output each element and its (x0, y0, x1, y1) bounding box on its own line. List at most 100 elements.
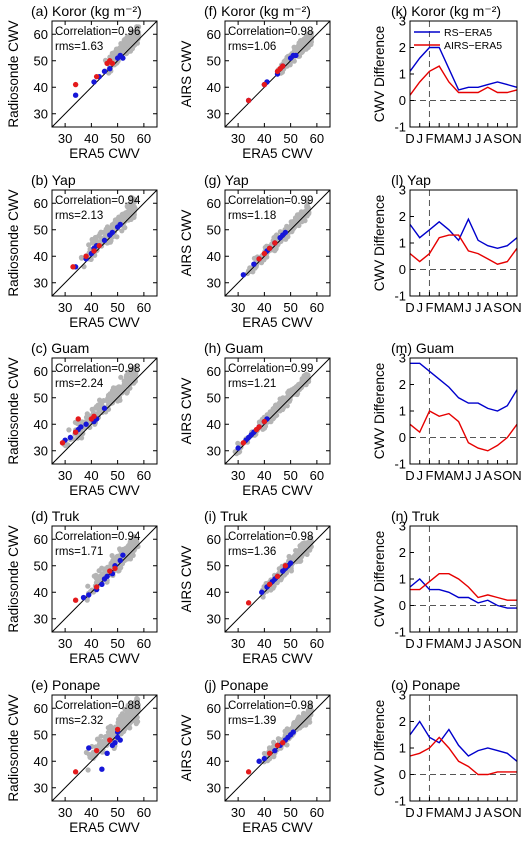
y-tick-label: 40 (207, 417, 221, 432)
plot-frame (224, 357, 331, 465)
red-point (261, 418, 268, 425)
panel-title: (i) Truk (204, 508, 249, 524)
gray-point (276, 400, 282, 406)
x-axis-label: ERA5 CWV (69, 315, 140, 330)
blue-point (290, 729, 296, 735)
x-tick-label: 50 (110, 300, 124, 315)
gray-point (112, 558, 118, 564)
y-tick-label: -1 (394, 625, 406, 640)
series-line (410, 362, 518, 412)
gray-point (305, 204, 311, 210)
gray-point (128, 537, 134, 543)
panel-a: 30 40 50 60 30 40 50 60 (a) Koror (kg m⁻²) Correl… (6, 3, 158, 161)
gray-point (297, 45, 303, 51)
y-tick-label: 30 (34, 443, 48, 458)
gray-point (106, 401, 112, 407)
blue-point (120, 552, 126, 558)
y-tick-label: 0 (399, 598, 406, 613)
panel-g: 30 40 50 60 30 40 50 60 (g) Yap Correlation=0.99 r… (179, 172, 331, 330)
gray-points (61, 364, 139, 449)
blue-point (104, 573, 110, 580)
gray-point (127, 715, 133, 721)
panel-title: (c) Guam (31, 340, 89, 356)
gray-point (133, 715, 139, 721)
y-tick-label: 30 (34, 275, 48, 290)
gray-point (122, 706, 128, 713)
red-point (245, 600, 252, 606)
red-point (93, 584, 100, 590)
y-tick-label: 2 (399, 545, 406, 560)
y-tick-label: 2 (399, 714, 406, 729)
y-axis-label: CWV Difference (372, 363, 387, 460)
one-to-one-line (224, 357, 331, 465)
gray-point (123, 210, 129, 216)
panel-f: 30 40 50 60 30 40 50 60 (f) Koror (kg m⁻²) Correl… (179, 3, 331, 161)
y-tick-label: 50 (207, 390, 221, 405)
y-tick-label: 50 (207, 222, 221, 237)
red-point (266, 581, 273, 587)
x-tick-label: F (425, 131, 433, 146)
x-tick-label: A (483, 468, 492, 483)
x-tick-label: 30 (58, 300, 72, 315)
correlation-label: Correlation=0.98 (228, 700, 313, 712)
x-tick-label: M (453, 300, 464, 315)
gray-point (304, 551, 310, 558)
gray-point (299, 380, 305, 386)
x-tick-label: 40 (257, 636, 271, 651)
y-tick-label: 30 (207, 443, 221, 458)
gray-point (308, 35, 314, 41)
y-axis-label: CWV Difference (372, 26, 387, 123)
gray-point (291, 58, 297, 64)
one-to-one-line (51, 694, 158, 802)
red-point (272, 240, 278, 246)
panel-j: 30 40 50 60 30 40 50 60 (j) Ponape Correlation=0.… (179, 677, 331, 835)
y-tick-label: 1 (399, 741, 406, 756)
gray-point (304, 375, 310, 381)
x-tick-label: 50 (283, 468, 297, 483)
x-tick-label: 40 (84, 805, 98, 820)
blue-point (101, 405, 108, 412)
plot-frame (409, 694, 518, 802)
red-point (109, 60, 116, 67)
x-tick-label: 50 (283, 636, 297, 651)
gray-point (285, 396, 292, 402)
gray-point (235, 440, 241, 446)
y-tick-label: -1 (394, 289, 406, 304)
correlation-label: Correlation=0.94 (55, 195, 141, 207)
x-tick-label: O (502, 805, 512, 820)
series-line (409, 234, 518, 265)
x-tick-label: 60 (137, 636, 151, 651)
x-axis-label: ERA5 CWV (242, 315, 313, 330)
gray-point (86, 242, 92, 248)
x-tick-label: 40 (84, 300, 98, 315)
y-tick-label: 2 (399, 40, 406, 55)
y-axis-label: AIRS CWV (179, 378, 194, 445)
legend-label: RS−ERA5 (444, 27, 492, 39)
x-tick-label: F (425, 636, 433, 651)
panel-title: (g) Yap (204, 172, 249, 188)
x-tick-label: A (445, 805, 454, 820)
y-tick-label: 40 (207, 754, 221, 769)
y-tick-label: 3 (399, 519, 406, 534)
y-tick-label: 1 (399, 67, 406, 82)
y-axis-label: CWV Difference (372, 531, 387, 628)
gray-point (292, 555, 298, 561)
x-tick-label: J (416, 468, 423, 483)
red-point (261, 81, 268, 88)
gray-point (114, 553, 120, 560)
x-tick-label: J (416, 805, 423, 820)
gray-point (308, 30, 314, 36)
gray-point (307, 702, 314, 708)
x-tick-label: 50 (283, 300, 297, 315)
y-axis-label: AIRS CWV (179, 210, 194, 277)
gray-point (112, 217, 118, 223)
rms-label: rms=1.36 (228, 546, 276, 558)
gray-point (128, 200, 134, 206)
y-tick-label: 60 (34, 27, 48, 42)
correlation-label: Correlation=0.98 (228, 531, 313, 543)
blue-point (293, 52, 299, 59)
panel-title: (l) Yap (391, 172, 431, 188)
gray-point (93, 575, 100, 582)
